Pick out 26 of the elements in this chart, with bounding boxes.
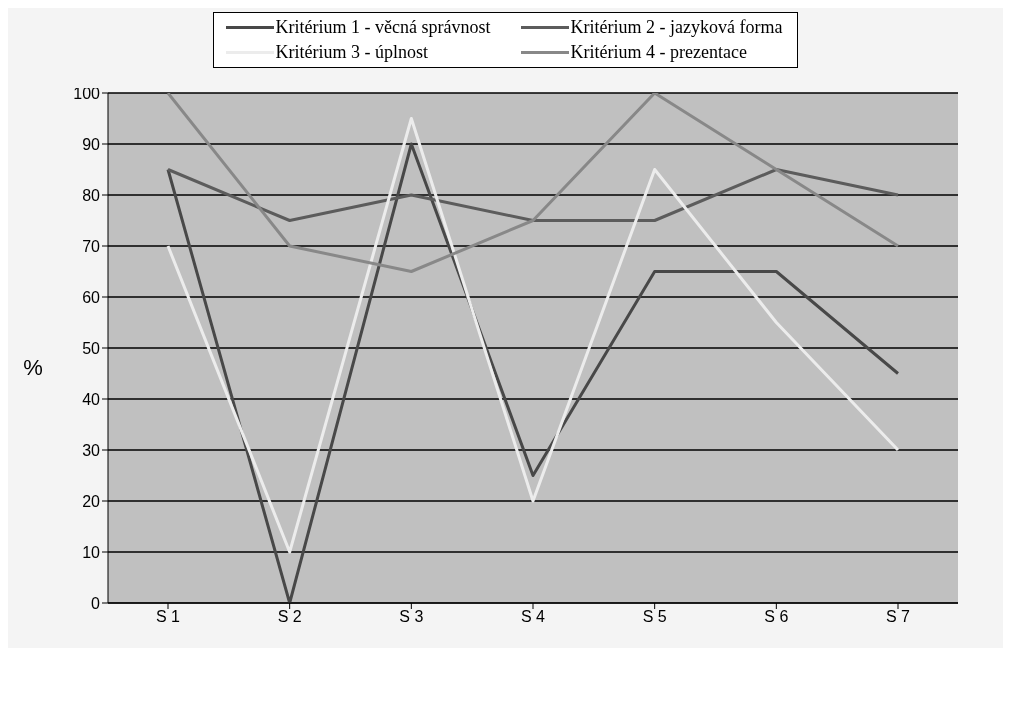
y-axis-title: % [22,355,44,381]
legend-label: Kritérium 2 - jazyková forma [570,17,783,38]
y-tick-label: 20 [82,492,101,510]
line-series [166,93,900,273]
y-tick-label: 50 [82,339,101,357]
x-tick-label: S 3 [399,608,424,626]
y-tick-label: 10 [82,543,101,561]
legend-label: Kritérium 3 - úplnost [275,42,429,63]
x-tick-label: S 7 [885,608,911,626]
x-tick-label: S 1 [155,608,181,626]
x-tick-label: S 6 [764,608,789,626]
legend-label: Kritérium 4 - prezentace [570,42,747,63]
y-tick-label: 60 [82,288,101,306]
y-tick-label: 0 [91,594,101,612]
y-tick-label: 30 [82,441,101,459]
y-tick-label: 40 [82,390,101,408]
y-tick-label: 70 [82,237,101,255]
y-tick-label: 80 [82,186,101,204]
y-tick-label: 100 [73,84,101,102]
line-series [166,117,900,554]
legend-label: Kritérium 1 - věcná správnost [275,17,491,38]
x-tick-label: S 5 [642,608,667,626]
y-tick-label: 90 [82,135,101,153]
x-tick-label: S 4 [520,608,546,626]
x-tick-label: S 2 [277,608,302,626]
line-series [166,142,900,603]
